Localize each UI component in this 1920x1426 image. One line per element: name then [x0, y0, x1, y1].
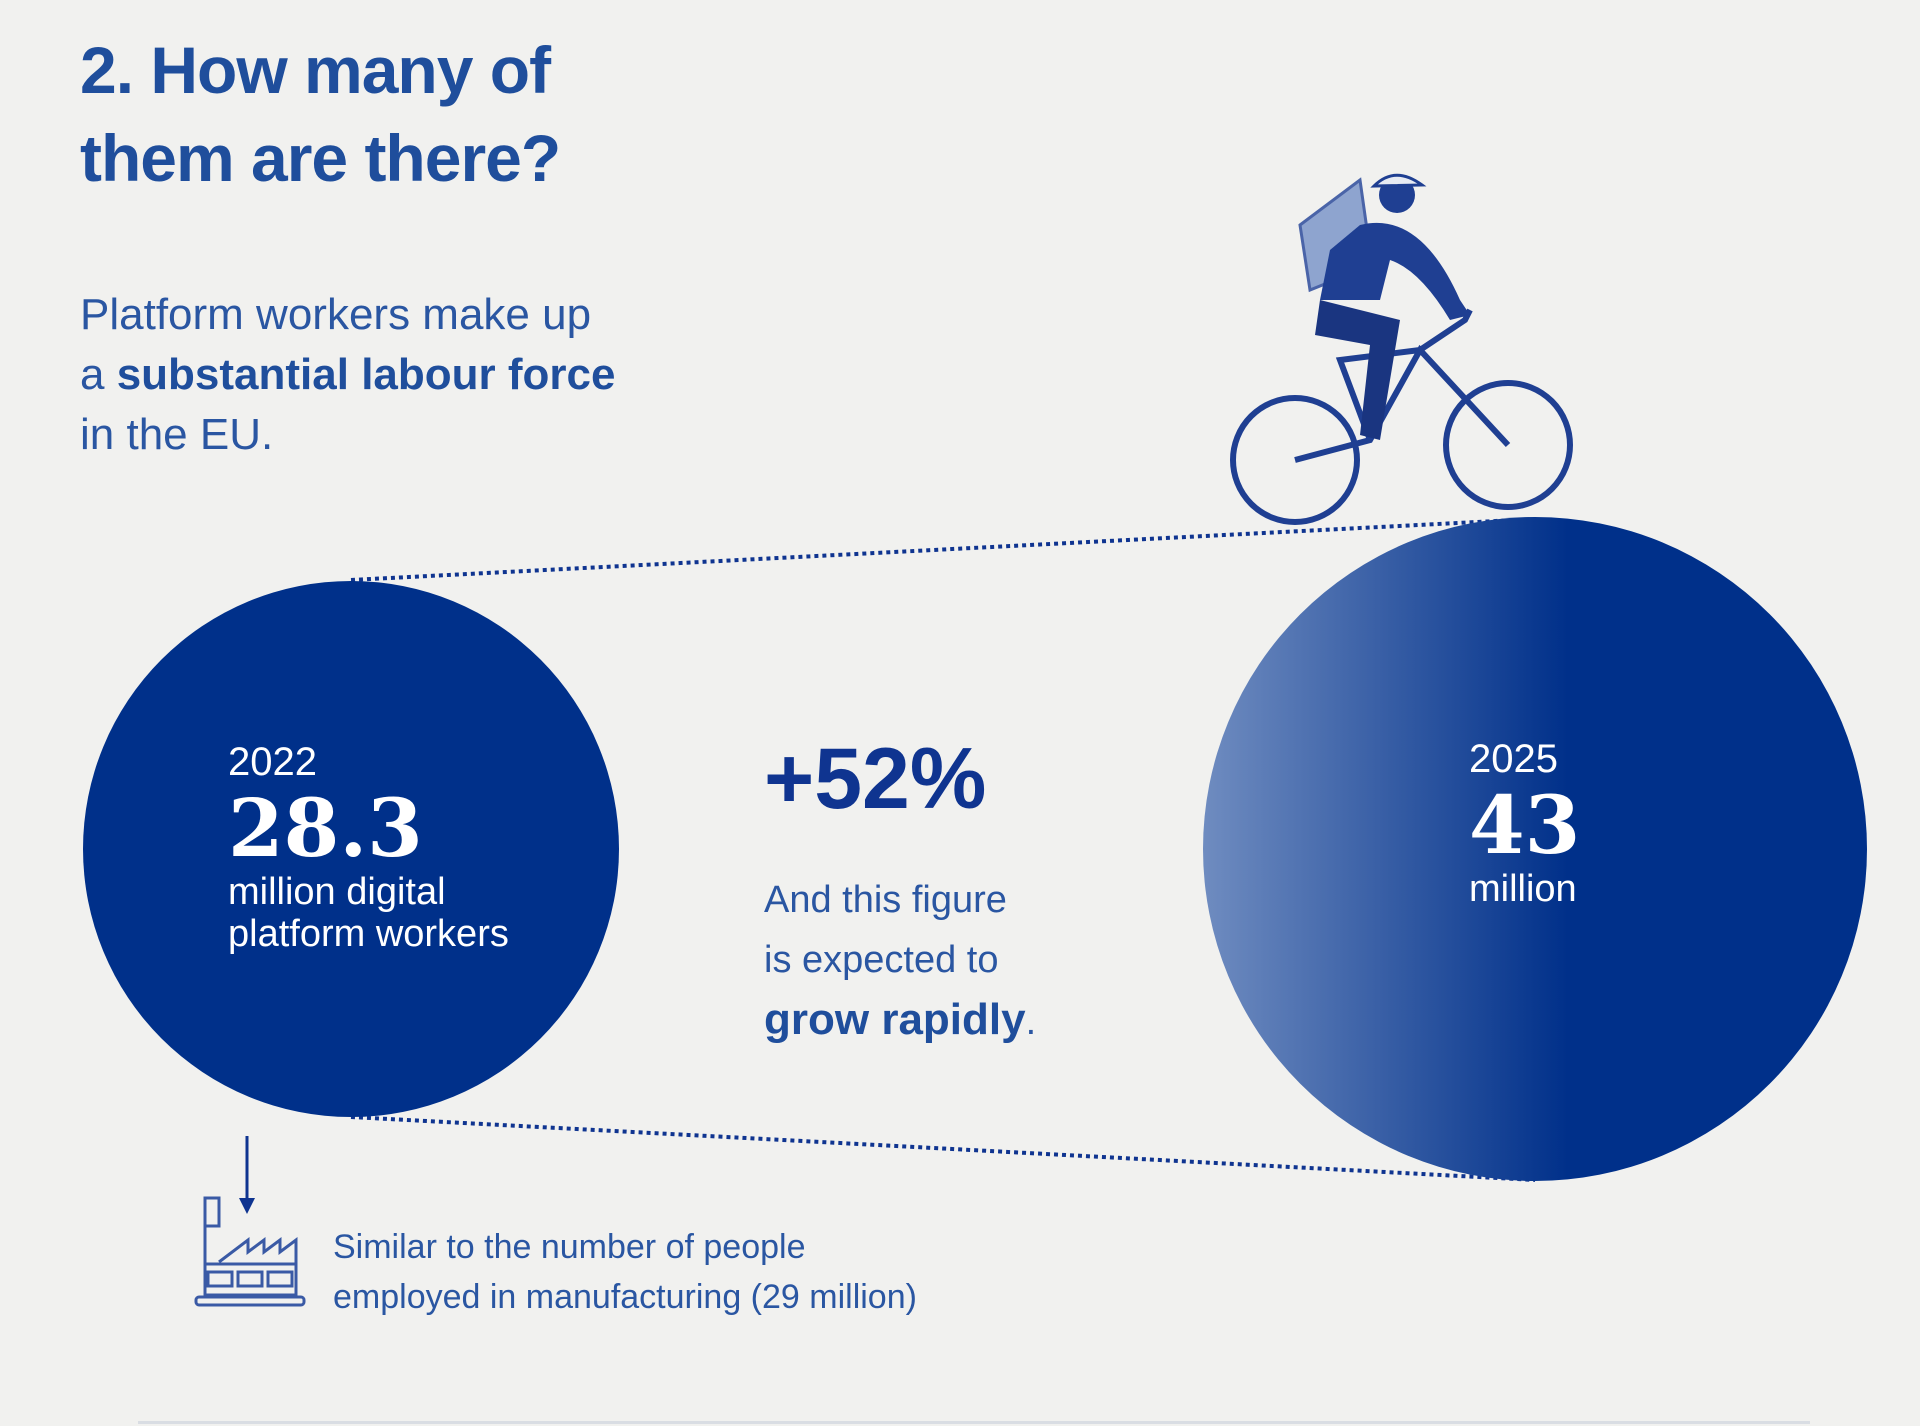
dotted-connector-top	[350, 517, 1536, 582]
circle-2025-text: 2025 43 million	[1469, 737, 1580, 910]
year-2025: 2025	[1469, 737, 1558, 781]
page-title: 2. How many of them are there?	[80, 26, 561, 202]
growth-line-3: grow rapidly.	[764, 990, 1036, 1052]
unit-2025: million	[1469, 868, 1577, 910]
subtitle-bold: substantial labour force	[116, 350, 616, 399]
growth-line-1: And this figure	[764, 879, 1007, 921]
subtitle-a: a	[80, 350, 117, 399]
year-2022: 2022	[228, 740, 317, 784]
title-line-2: them are there?	[80, 121, 561, 195]
title-line-1: 2. How many of	[80, 33, 551, 107]
circle-2022-text: 2022 28.3 million digital platform worke…	[228, 740, 509, 955]
growth-period: .	[1025, 1001, 1037, 1043]
footnote-line-1: Similar to the number of people	[333, 1228, 806, 1266]
circle-2025	[1203, 517, 1867, 1181]
label-2022-line-1: million digital	[228, 871, 446, 913]
bottom-divider	[138, 1421, 1810, 1424]
subtitle-line-2: a substantial labour force	[80, 345, 615, 405]
factory-icon	[194, 1196, 306, 1307]
value-2022: 28.3	[228, 781, 423, 875]
growth-percent: +52%	[764, 731, 987, 827]
cyclist-courier-illustration	[1230, 173, 1573, 525]
subtitle: Platform workers make up a substantial l…	[80, 285, 615, 465]
growth-line-2: is expected to	[764, 939, 999, 981]
subtitle-line-3: in the EU.	[80, 410, 274, 459]
footnote: Similar to the number of people employed…	[333, 1222, 917, 1322]
growth-text: And this figure is expected to grow rapi…	[764, 870, 1036, 1052]
growth-bold: grow rapidly	[764, 995, 1026, 1044]
arrow-down-icon	[239, 1136, 255, 1214]
value-2025: 43	[1469, 778, 1581, 872]
dotted-connector-bottom	[350, 1115, 1536, 1182]
subtitle-line-1: Platform workers make up	[80, 290, 592, 339]
footnote-line-2: employed in manufacturing (29 million)	[333, 1278, 917, 1316]
circle-2022	[83, 581, 619, 1117]
label-2022-line-2: platform workers	[228, 913, 509, 955]
